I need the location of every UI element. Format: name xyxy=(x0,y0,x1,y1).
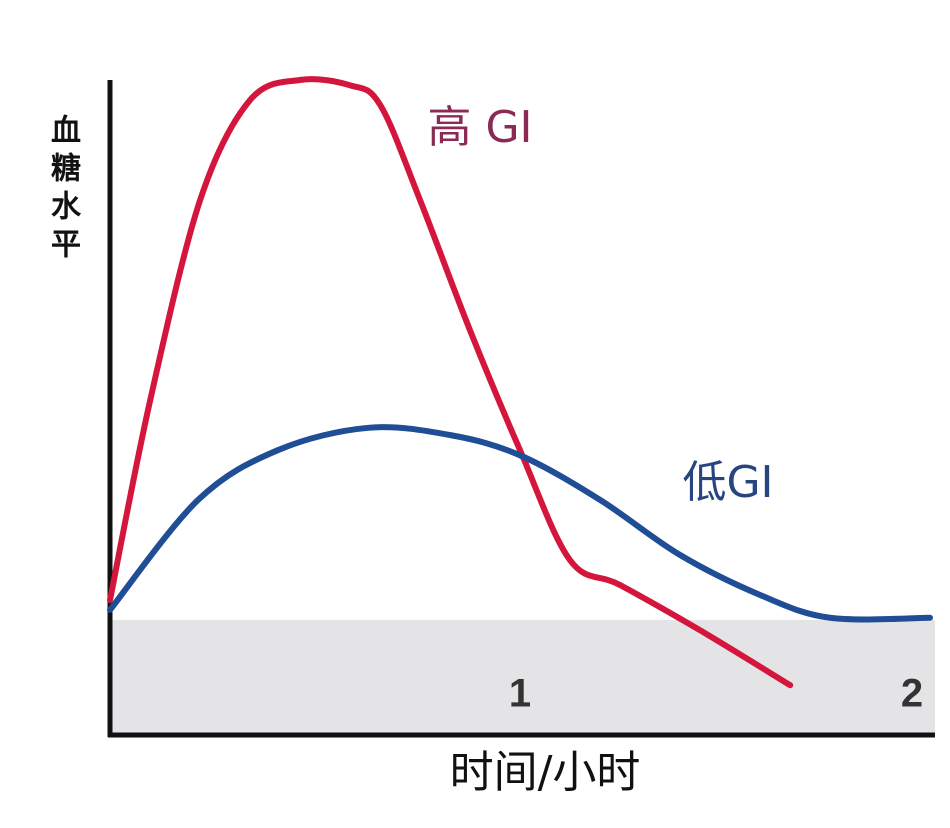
baseline-band xyxy=(110,620,935,735)
series-label: 低GI xyxy=(682,457,773,508)
y-axis-label: 水 xyxy=(51,190,82,225)
line-series xyxy=(107,76,794,689)
x-axis-label: 时间/小时 xyxy=(450,747,641,798)
y-axis-label: 血 xyxy=(51,114,81,149)
x-tick-label: 1 xyxy=(509,672,531,716)
series-label: 高 GI xyxy=(427,102,532,153)
x-tick-label: 2 xyxy=(901,672,923,716)
line-series xyxy=(107,424,933,623)
y-axis-label: 平 xyxy=(51,228,81,263)
y-axis-label: 糖 xyxy=(51,152,81,187)
